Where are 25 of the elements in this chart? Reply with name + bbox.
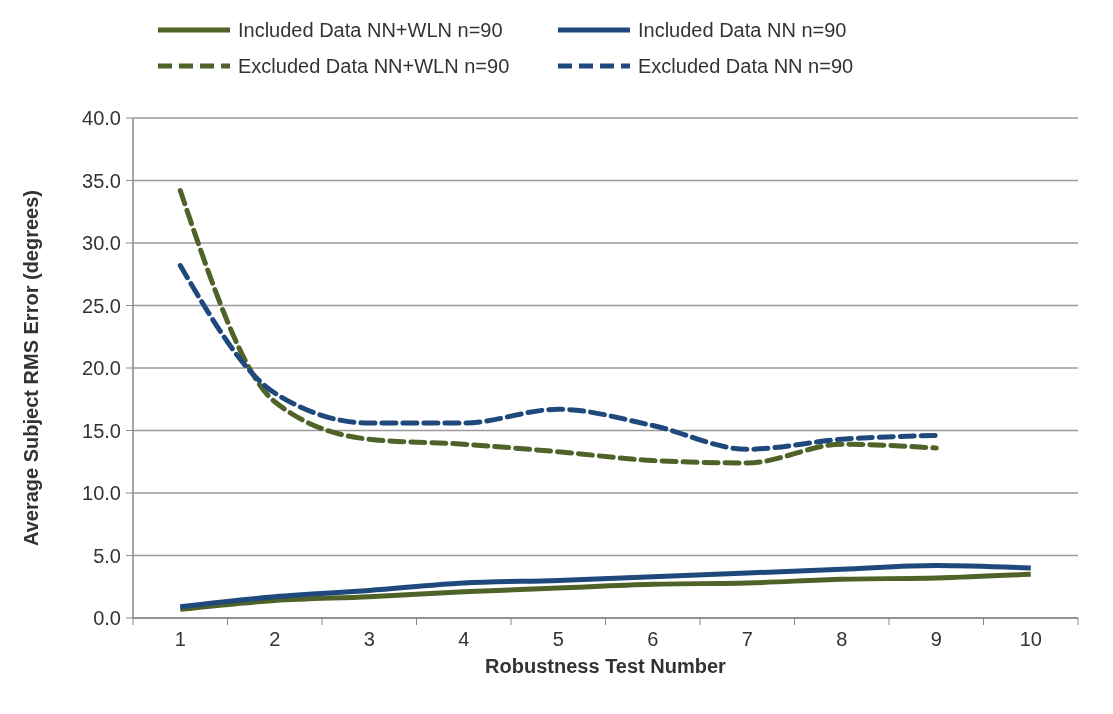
- y-tick-label: 20.0: [82, 357, 121, 379]
- y-tick-label: 15.0: [82, 419, 121, 442]
- y-axis-title: Average Subject RMS Error (degrees): [20, 189, 42, 547]
- y-tick-label: 10.0: [82, 482, 121, 504]
- x-tick-label: 4: [458, 628, 470, 650]
- x-tick-label: 7: [741, 628, 753, 650]
- y-tick-label: 0.0: [93, 607, 121, 629]
- legend-label: Excluded Data NN+WLN n=90: [238, 55, 510, 77]
- x-tick-label: 1: [174, 628, 186, 650]
- y-tick-label: 40.0: [82, 107, 121, 129]
- legend-label: Included Data NN n=90: [638, 19, 847, 41]
- x-tick-label: 3: [363, 628, 375, 650]
- x-tick-label: 8: [836, 628, 848, 650]
- x-tick-label: 10: [1019, 628, 1042, 650]
- y-tick-label: 25.0: [82, 294, 121, 317]
- y-tick-label: 30.0: [82, 232, 121, 254]
- y-tick-label: 35.0: [82, 169, 121, 192]
- y-tick-label: 5.0: [93, 544, 121, 567]
- legend-label: Excluded Data NN n=90: [638, 55, 854, 77]
- x-tick-label: 2: [269, 628, 281, 650]
- x-tick-label: 6: [647, 628, 659, 650]
- x-tick-label: 9: [930, 628, 942, 650]
- legend-label: Included Data NN+WLN n=90: [238, 19, 503, 41]
- x-axis-title: Robustness Test Number: [485, 655, 727, 677]
- x-tick-label: 5: [552, 628, 564, 650]
